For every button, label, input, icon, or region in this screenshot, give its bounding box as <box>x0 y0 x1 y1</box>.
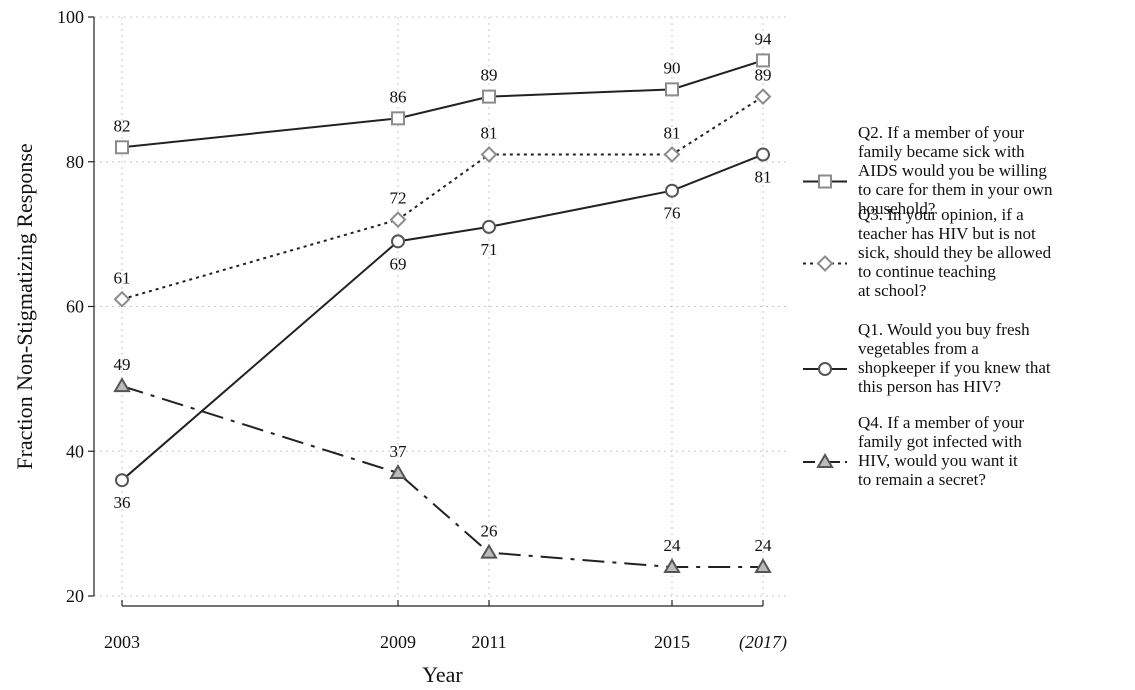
marker-square <box>818 174 832 189</box>
data-label: 81 <box>755 168 772 187</box>
legend-text-line: family got infected with <box>858 432 1022 451</box>
x-tick-label: 2011 <box>471 632 506 652</box>
marker-circle <box>665 183 679 198</box>
data-label: 37 <box>390 442 408 461</box>
marker-diamond <box>754 88 772 106</box>
y-axis-title: Fraction Non-Stigmatizing Response <box>12 143 37 469</box>
legend-text-line: Q2. If a member of your <box>858 123 1025 142</box>
y-tick-label: 80 <box>66 152 84 172</box>
legend-text-line: to continue teaching <box>858 262 996 281</box>
data-label: 72 <box>390 189 407 208</box>
data-label: 24 <box>755 536 773 555</box>
data-labels: 82 86 89 90 94 61 72 81 81 89 36 69 71 76 81 49 37 26 24 24 <box>114 29 773 555</box>
marker-triangle <box>480 543 498 559</box>
data-label: 76 <box>664 204 681 223</box>
marker-square <box>115 140 129 155</box>
legend-text-line: shopkeeper if you knew that <box>858 358 1051 377</box>
marker-circle <box>756 147 770 162</box>
y-tick-label: 100 <box>57 7 84 27</box>
data-label: 24 <box>664 536 682 555</box>
y-tick-label: 20 <box>66 586 84 606</box>
marker-triangle <box>754 558 772 574</box>
marker-diamond <box>663 146 681 163</box>
data-label: 82 <box>114 116 131 135</box>
marker-circle <box>818 362 832 376</box>
marker-circle <box>482 219 496 234</box>
marker-circle <box>391 234 405 249</box>
marker-triangle <box>389 463 407 479</box>
marker-diamond <box>816 255 834 272</box>
marker-triangle <box>113 377 131 393</box>
data-label: 71 <box>481 240 498 259</box>
data-label: 61 <box>114 268 131 287</box>
marker-square <box>665 82 679 97</box>
data-label: 89 <box>481 66 498 85</box>
data-label: 26 <box>481 522 498 541</box>
grid <box>94 16 790 597</box>
marker-square <box>482 89 496 104</box>
legend-text-line: to remain a secret? <box>858 470 986 489</box>
data-label: 81 <box>664 124 681 143</box>
series-4 <box>113 377 772 574</box>
marker-triangle <box>816 453 834 468</box>
legend-text-line: household? <box>858 199 935 218</box>
marker-diamond <box>113 290 131 308</box>
legend-text-line: teacher has HIV but is not <box>858 224 1036 243</box>
data-label: 94 <box>755 29 773 48</box>
marker-diamond <box>480 146 498 163</box>
legend-text-line: to care for them in your own <box>858 180 1053 199</box>
x-tick-label: (2017) <box>739 632 787 653</box>
legend-text-line: this person has HIV? <box>858 377 1001 396</box>
axes: 20 40 60 80 100 2003 2009 2011 2015 (2017) <box>57 7 787 653</box>
data-label: 89 <box>755 66 772 85</box>
marker-circle <box>115 473 129 488</box>
marker-triangle <box>663 558 681 574</box>
data-label: 86 <box>390 87 407 106</box>
series-2 <box>113 88 772 308</box>
marker-square <box>756 53 770 68</box>
data-label: 90 <box>664 58 681 77</box>
marker-square <box>391 111 405 126</box>
series-1 <box>115 53 770 155</box>
legend-text-line: Q3. In your opinion, if a <box>858 205 1024 224</box>
y-tick-label: 40 <box>66 441 84 461</box>
legend-text-line: Q1. Would you buy fresh <box>858 320 1030 339</box>
legend-text-line: Q4. If a member of your <box>858 413 1025 432</box>
legend-text-line: family became sick with <box>858 142 1025 161</box>
x-tick-label: 2009 <box>380 632 416 652</box>
data-label: 36 <box>114 493 131 512</box>
legend-text-line: sick, should they be allowed <box>858 243 1052 262</box>
series-3 <box>115 147 770 488</box>
marker-diamond <box>389 211 407 229</box>
x-tick-label: 2015 <box>654 632 690 652</box>
y-tick-label: 60 <box>66 297 84 317</box>
legend-text-line: HIV, would you want it <box>858 451 1018 470</box>
legend-text-line: AIDS would you be willing <box>858 161 1047 180</box>
x-tick-label: 2003 <box>104 632 140 652</box>
x-axis-title: Year <box>422 662 463 687</box>
series-group <box>113 53 772 574</box>
data-label: 69 <box>390 254 407 273</box>
legend-text-line: vegetables from a <box>858 339 979 358</box>
data-label: 81 <box>481 124 498 143</box>
data-label: 49 <box>114 355 131 374</box>
legend-text-line: at school? <box>858 281 926 300</box>
